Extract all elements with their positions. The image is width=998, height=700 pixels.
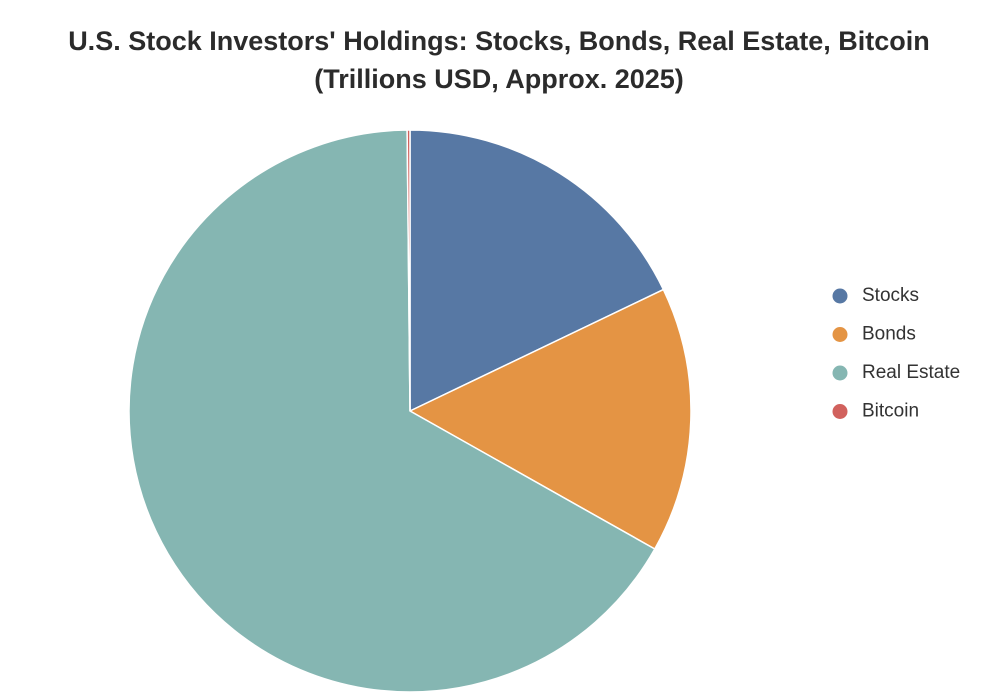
pie-slice — [409, 129, 665, 413]
pie-slice — [128, 129, 656, 693]
pie-slice — [406, 129, 411, 412]
legend-marker — [832, 365, 848, 381]
legend-marker — [832, 288, 848, 304]
chart-title: U.S. Stock Investors' Holdings: Stocks, … — [68, 26, 930, 94]
pie-slice — [408, 288, 692, 551]
legend-label: Real Estate — [862, 362, 960, 383]
legend-label: Stocks — [862, 285, 919, 306]
legend-marker — [832, 404, 848, 419]
legend-marker — [832, 327, 848, 342]
legend-label: Bitcoin — [862, 401, 919, 422]
legend-label: Bonds — [862, 324, 916, 345]
